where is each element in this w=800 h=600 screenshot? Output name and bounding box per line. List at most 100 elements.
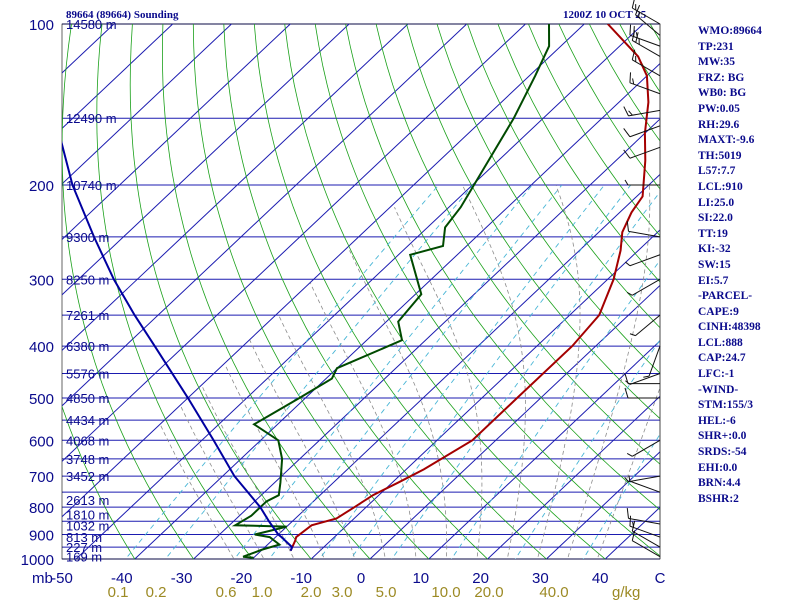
wind-barb: [629, 24, 661, 47]
height-label: 813 m: [66, 530, 102, 545]
wind-barb: [631, 0, 661, 25]
moist-adiabat-line: [462, 184, 526, 559]
wind-barb-flag: [623, 106, 629, 117]
wind-barb-shaft: [632, 540, 661, 558]
mixing-ratio-line: [164, 184, 474, 559]
wind-barb-flag: [633, 26, 635, 37]
index-row: LFC:-1: [698, 368, 735, 381]
index-row: HEL:-6: [698, 414, 736, 427]
wind-barb-shaft: [629, 34, 661, 47]
index-row: CAP:24.7: [698, 352, 746, 365]
dry-adiabat-line: [192, 24, 430, 559]
temperature-tick-label: 40: [592, 570, 609, 587]
pressure-tick-label: 600: [29, 433, 54, 450]
isotherm-line: [251, 173, 660, 559]
wind-barb-shaft: [632, 7, 661, 25]
isotherm-line: [62, 24, 350, 296]
dry-adiabat-line: [253, 24, 548, 559]
wind-barb: [623, 125, 661, 138]
height-label: 4068 m: [66, 433, 109, 448]
height-label: 12490 m: [66, 111, 117, 126]
isotherm-line: [62, 24, 115, 74]
height-label: 5576 m: [66, 366, 109, 381]
height-label: 1810 m: [66, 507, 109, 522]
wind-barb-flag: [626, 453, 633, 457]
index-row: TT:19: [698, 227, 728, 240]
mixing-ratio-tick-label: 40.0: [539, 584, 568, 600]
index-row: STM:155/3: [698, 399, 753, 412]
height-label: 2613 m: [66, 493, 109, 508]
height-label: 9300 m: [66, 230, 109, 245]
temperature-tick-label: C: [655, 570, 666, 587]
wind-barb: [626, 220, 661, 238]
wind-barb-flag: [629, 333, 636, 337]
dry-adiabat-line: [406, 24, 660, 420]
index-row: LCL:888: [698, 336, 743, 349]
wind-barb: [625, 254, 661, 267]
moist-adiabat-line: [596, 386, 660, 559]
dewpoint-line: [231, 24, 551, 559]
wind-barb-shaft: [629, 254, 661, 267]
wind-barb-shaft: [628, 230, 661, 238]
isotherm-line: [62, 24, 174, 130]
isotherm-line: [310, 229, 660, 559]
index-row: SHR+:0.0: [698, 430, 747, 443]
moist-adiabat-line: [536, 184, 581, 559]
isotherm-line: [75, 24, 644, 559]
wind-barb-shaft: [629, 480, 661, 493]
moist-adiabat-line: [249, 340, 356, 559]
wind-barb-flag: [623, 149, 631, 159]
parcel-line: [62, 140, 294, 552]
height-label: 227 m: [66, 540, 102, 555]
height-labels: 14580 m 12490 m 10740 m 9300 m 8250 m 7261 m 6…: [66, 17, 117, 565]
temperature-tick-label: -40: [111, 570, 133, 587]
wind-barb: [635, 4, 661, 36]
wind-barb: [624, 387, 660, 399]
moist-adiabat-line: [159, 424, 235, 559]
height-label: 6380 m: [66, 339, 109, 354]
wind-barb-flag: [631, 49, 636, 60]
index-row: MAXT:-9.6: [698, 134, 755, 147]
wind-barb-shaft: [632, 439, 661, 457]
wind-barb-flag: [623, 128, 631, 138]
index-row: TP:231: [698, 40, 734, 53]
wind-barb: [626, 507, 661, 525]
wind-barb-shaft: [629, 82, 661, 95]
wind-barb-shaft: [648, 345, 661, 377]
wind-barb-flag: [635, 4, 641, 15]
wind-barbs: [623, 0, 661, 559]
isotherm-line: [62, 24, 409, 352]
pressure-tick-label: 200: [29, 178, 54, 195]
pressure-tick-label: 900: [29, 528, 54, 545]
isotherm-line: [62, 24, 292, 241]
wind-barb-flag: [635, 32, 638, 39]
temperature-tick-label: 30: [532, 570, 549, 587]
wind-barb-flag: [629, 24, 632, 36]
index-row: CINH:48398: [698, 321, 761, 334]
wind-barb-flag: [626, 291, 633, 296]
index-row: LCL:910: [698, 180, 743, 193]
indices-panel: WMO:89664 TP:231 MW:35 FRZ: BG WB0: BG PW:0.0…: [698, 24, 798, 507]
profile-lines: [62, 24, 650, 559]
wind-barb: [624, 179, 660, 186]
wind-barb-flag: [628, 110, 633, 116]
index-row: L57:7.7: [698, 165, 736, 178]
temperature-tick-label: -10: [290, 570, 312, 587]
wind-barb-shaft: [629, 372, 661, 385]
index-row: FRZ: BG: [698, 71, 745, 84]
index-row: BRN:4.4: [698, 477, 741, 490]
pressure-tick-label: 500: [29, 391, 54, 408]
wind-barb: [628, 475, 661, 493]
index-row: -PARCEL-: [698, 290, 753, 303]
wind-barb-shaft: [629, 125, 661, 138]
moist-adiabat-line: [278, 314, 386, 559]
wind-barb-flag: [632, 521, 635, 528]
wind-barb: [623, 146, 661, 159]
height-label: 3452 m: [66, 469, 109, 484]
mixing-ratio-unit: g/kg: [612, 584, 640, 600]
wind-barb: [624, 475, 661, 483]
index-row: MW:35: [698, 56, 736, 69]
mixing-ratio-tick-label: 0.2: [146, 584, 167, 600]
pressure-tick-label: 1000: [21, 552, 54, 569]
pressure-tick-label: 100: [29, 17, 54, 34]
